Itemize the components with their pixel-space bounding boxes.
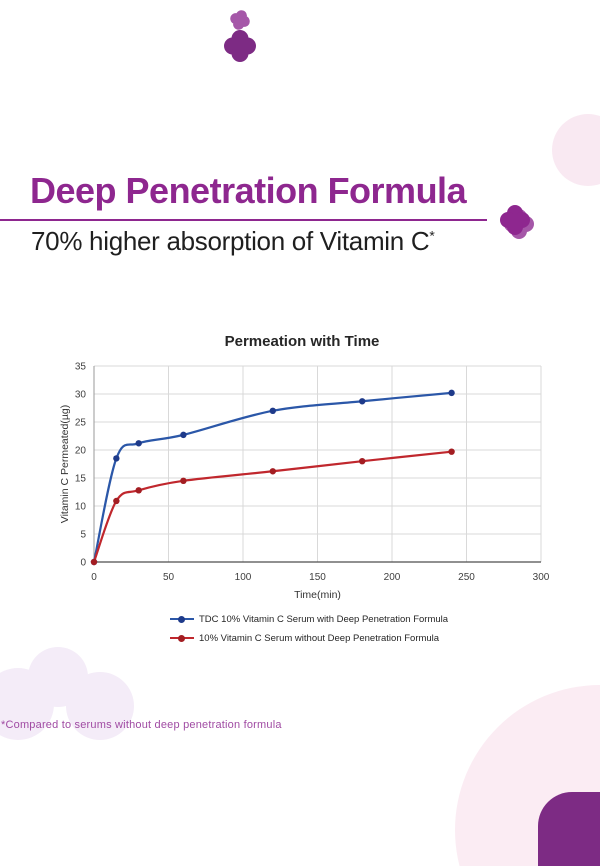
svg-text:0: 0	[80, 558, 86, 569]
svg-text:100: 100	[235, 572, 252, 583]
red-line-marker-icon	[170, 634, 194, 642]
page-title: Deep Penetration Formula	[30, 170, 467, 211]
svg-text:10: 10	[75, 502, 87, 513]
lavender-blob-decoration	[66, 672, 134, 740]
chart-legend: TDC 10% Vitamin C Serum with Deep Penetr…	[170, 611, 448, 649]
svg-text:50: 50	[163, 572, 175, 583]
svg-text:20: 20	[75, 446, 87, 457]
permeation-line-chart: 0 5 10 15 20 25 30 35 0 50 100 150 200 250 300	[75, 362, 550, 584]
legend-item-with-formula: TDC 10% Vitamin C Serum with Deep Penetr…	[170, 611, 448, 627]
svg-text:25: 25	[75, 418, 87, 429]
blue-line-marker-icon	[170, 615, 194, 623]
svg-text:200: 200	[384, 572, 401, 583]
svg-text:5: 5	[80, 530, 86, 541]
svg-text:0: 0	[91, 572, 97, 583]
legend-item-without-formula: 10% Vitamin C Serum without Deep Penetra…	[170, 630, 448, 646]
svg-text:300: 300	[533, 572, 550, 583]
pink-circle-decoration-top-right	[552, 114, 600, 186]
page-subtitle: 70% higher absorption of Vitamin C*	[31, 226, 435, 256]
footnote: *Compared to serums without deep penetra…	[1, 719, 282, 731]
svg-text:35: 35	[75, 362, 87, 373]
footnote-marker: *	[429, 227, 435, 244]
chart-title: Permeation with Time	[224, 333, 380, 350]
legend-label: TDC 10% Vitamin C Serum with Deep Penetr…	[199, 613, 449, 625]
plus-icon	[500, 205, 534, 239]
purple-corner-square-decoration	[538, 792, 600, 866]
flower-icon	[224, 10, 256, 62]
title-underline	[0, 219, 487, 221]
svg-text:150: 150	[309, 572, 326, 583]
svg-text:30: 30	[75, 390, 87, 401]
svg-text:15: 15	[75, 474, 87, 485]
svg-text:250: 250	[458, 572, 475, 583]
chart-x-axis-label: Time(min)	[294, 589, 341, 601]
legend-label: 10% Vitamin C Serum without Deep Penetra…	[199, 632, 440, 644]
